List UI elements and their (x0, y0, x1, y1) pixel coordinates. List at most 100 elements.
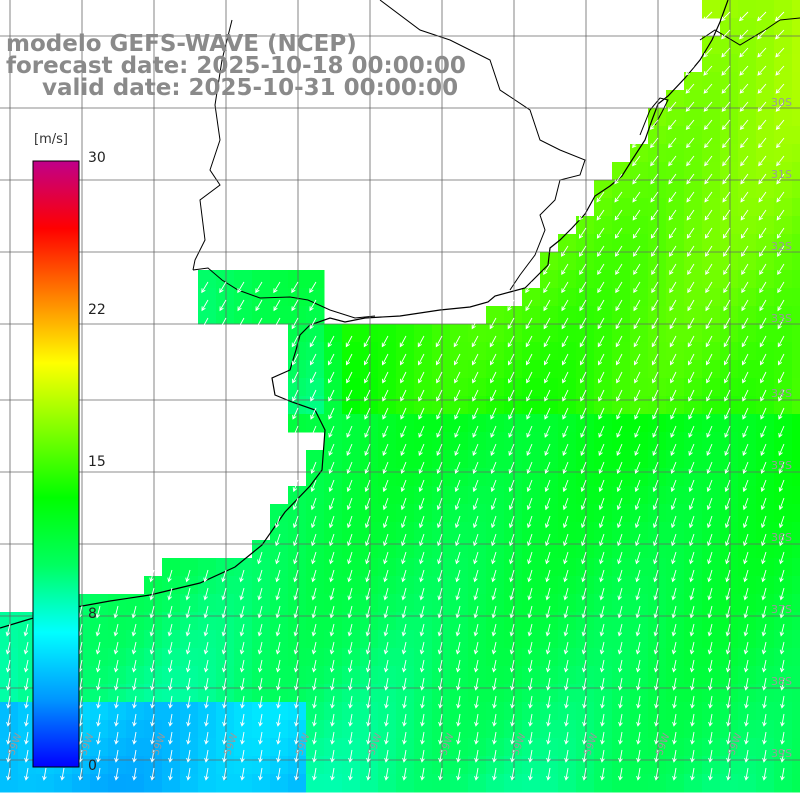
wind-arrow (739, 29, 749, 40)
field-cell (666, 414, 685, 433)
wind-arrow (185, 623, 191, 637)
wind-arrow (489, 317, 497, 330)
wind-arrow (598, 479, 605, 493)
wind-arrow (598, 497, 605, 511)
field-cell (360, 630, 379, 649)
wind-arrow (760, 389, 767, 402)
wind-arrow (761, 605, 767, 619)
wind-arrow (221, 587, 227, 601)
wind-arrow (526, 407, 533, 420)
wind-arrow (545, 605, 551, 619)
field-cell (702, 288, 721, 307)
field-cell (432, 504, 451, 523)
field-cell (342, 360, 361, 379)
wind-arrow (617, 551, 623, 565)
field-cell (306, 504, 325, 523)
field-cell (792, 144, 800, 163)
wind-arrow (762, 695, 767, 709)
wind-arrow (527, 533, 533, 547)
wind-arrow (726, 731, 731, 745)
lagoon-north (699, 17, 800, 46)
wind-arrow (491, 533, 497, 547)
field-cell (720, 378, 739, 397)
field-cell (630, 666, 649, 685)
field-cell (612, 720, 631, 739)
field-cell (738, 108, 757, 127)
wind-arrow (255, 299, 263, 312)
field-cell (432, 720, 451, 739)
field-cell (360, 342, 379, 361)
field-cell (522, 738, 541, 757)
field-cell (576, 666, 595, 685)
wind-arrow (149, 623, 155, 637)
wind-arrow (186, 731, 191, 745)
field-cell (360, 432, 379, 451)
wind-arrow (472, 479, 479, 493)
field-cell (378, 594, 397, 613)
field-cell (594, 774, 613, 793)
wind-arrow (167, 587, 173, 601)
wind-arrow (201, 317, 209, 330)
field-cell (558, 756, 577, 775)
wind-arrow (348, 731, 353, 745)
wind-arrow (671, 659, 677, 673)
wind-arrow (168, 677, 173, 691)
field-cell (702, 90, 721, 109)
field-cell (450, 396, 469, 415)
wind-arrow (758, 191, 767, 203)
field-cell (648, 378, 667, 397)
wind-arrow (275, 533, 281, 547)
wind-arrow (653, 587, 659, 601)
wind-arrow (708, 767, 713, 781)
field-cell (360, 324, 379, 343)
field-cell (774, 126, 793, 145)
field-cell (18, 666, 37, 685)
field-cell (216, 558, 235, 577)
field-cell (126, 702, 145, 721)
wind-arrow (617, 659, 623, 673)
field-cell (720, 558, 739, 577)
field-cell (612, 774, 631, 793)
wind-arrow (525, 299, 533, 312)
field-cell (792, 360, 800, 379)
wind-arrow (473, 659, 479, 673)
field-cell (324, 594, 343, 613)
wind-arrow (454, 461, 461, 474)
field-cell (270, 720, 289, 739)
field-cell (324, 468, 343, 487)
field-cell (414, 342, 433, 361)
wind-arrow (672, 749, 677, 763)
wind-arrow (599, 623, 605, 637)
wind-arrow (760, 497, 767, 511)
wind-arrow (365, 659, 371, 673)
field-cell (774, 54, 793, 73)
field-cell (594, 288, 613, 307)
wind-arrow (258, 731, 263, 745)
field-cell (324, 522, 343, 541)
field-cell (720, 54, 739, 73)
wind-arrow (510, 767, 515, 781)
field-cell (774, 738, 793, 757)
wind-arrow (149, 659, 155, 673)
wind-arrow (419, 551, 425, 565)
field-cell (792, 342, 800, 361)
wind-arrow (150, 713, 155, 727)
wind-arrow (706, 425, 713, 438)
wind-arrow (273, 299, 281, 312)
wind-arrow (293, 569, 299, 583)
field-cell (774, 612, 793, 631)
field-cell (396, 396, 415, 415)
wind-arrow (543, 317, 551, 330)
wind-arrow (742, 515, 749, 529)
wind-arrow (636, 695, 641, 709)
field-cell (666, 684, 685, 703)
field-cell (540, 756, 559, 775)
field-cell (396, 468, 415, 487)
wind-arrow (276, 767, 281, 781)
field-cell (270, 522, 289, 541)
wind-arrow (778, 461, 785, 474)
field-cell (594, 540, 613, 559)
wind-arrow (778, 515, 785, 529)
wind-arrow (779, 551, 785, 565)
wind-arrow (688, 407, 695, 420)
